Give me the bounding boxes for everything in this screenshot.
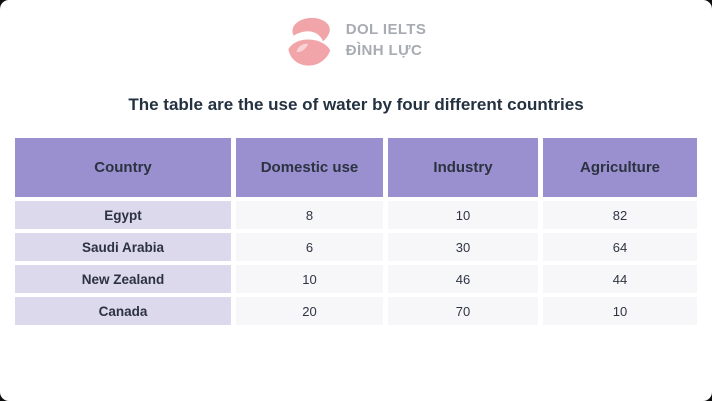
row-saudi-arabia-agriculture: 64 [543,233,697,261]
column-header-industry: Industry [388,138,538,197]
brand-name-line1: DOL IELTS [345,20,427,38]
brand-name: DOL IELTS ĐÌNH LỰC [346,19,427,61]
row-new-zealand-country: New Zealand [15,265,231,293]
row-egypt-country: Egypt [15,201,231,229]
row-saudi-arabia-country: Saudi Arabia [15,233,231,261]
column-header-agriculture: Agriculture [543,138,697,197]
row-egypt-domestic-use: 8 [236,201,383,229]
row-egypt-industry: 10 [388,201,538,229]
column-header-country: Country [15,138,231,197]
row-canada-domestic-use: 20 [236,297,383,325]
column-header-domestic-use: Domestic use [236,138,383,197]
page-title: The table are the use of water by four d… [128,95,584,114]
brand-logo: DOL IELTS ĐÌNH LỰC [0,12,712,67]
row-egypt-agriculture: 82 [543,201,697,229]
row-new-zealand-agriculture: 44 [543,265,697,293]
row-saudi-arabia-domestic-use: 6 [236,233,383,261]
water-use-table: Country Domestic use Industry Agricultur… [15,138,697,325]
dol-logo-icon [286,12,336,67]
row-saudi-arabia-industry: 30 [388,233,538,261]
row-canada-country: Canada [15,297,231,325]
row-canada-agriculture: 10 [543,297,697,325]
row-new-zealand-industry: 46 [388,265,538,293]
row-canada-industry: 70 [388,297,538,325]
brand-name-line2: ĐÌNH LỰC [345,41,423,59]
row-new-zealand-domestic-use: 10 [236,265,383,293]
